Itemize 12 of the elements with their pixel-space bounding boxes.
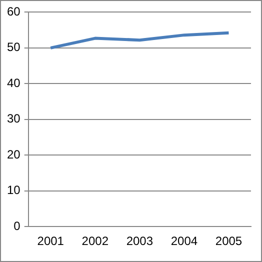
y-tick-label: 40 (6, 76, 21, 90)
y-tick-label: 30 (6, 112, 21, 126)
y-tick-label: 0 (14, 218, 21, 233)
x-tick-label: 2002 (82, 234, 109, 248)
x-tick-label: 2005 (215, 234, 242, 248)
y-tick-label: 50 (6, 40, 21, 54)
y-tick-label: 60 (6, 4, 21, 19)
y-tick-label: 10 (6, 183, 21, 198)
x-tick-label: 2003 (126, 234, 154, 248)
x-tick-label: 2001 (37, 234, 64, 248)
y-tick-label: 20 (6, 147, 21, 162)
x-tick-label: 2004 (170, 234, 198, 248)
